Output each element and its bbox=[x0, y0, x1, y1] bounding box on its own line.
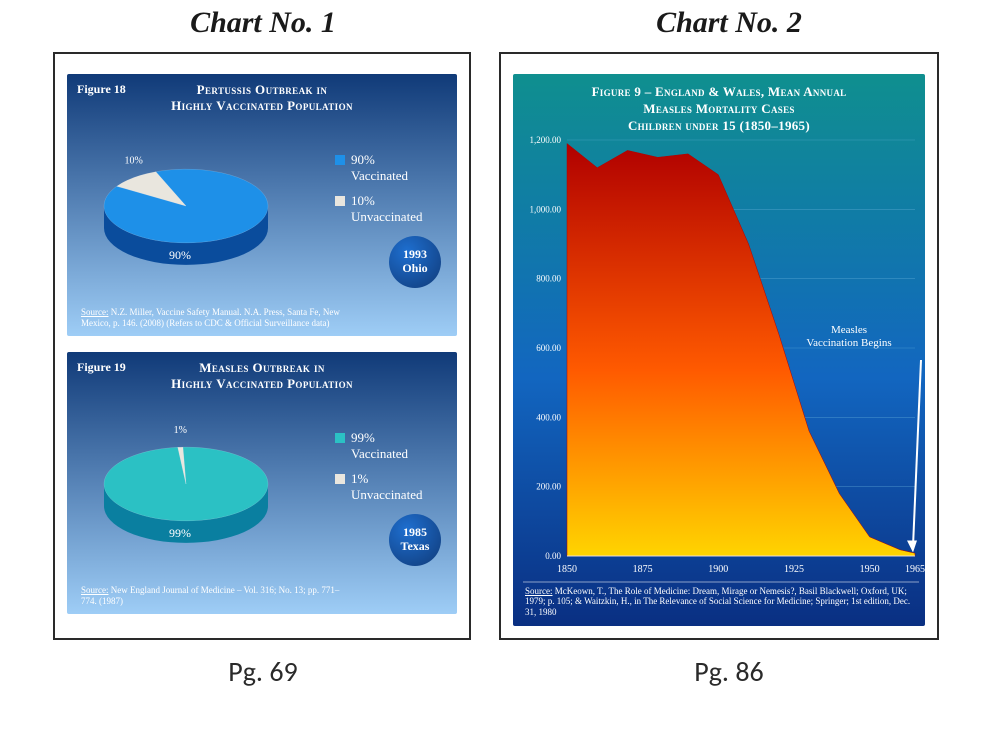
title-left: Chart No. 1 bbox=[190, 6, 336, 40]
figure-18-header: Figure 18 Pertussis Outbreak in Highly V… bbox=[67, 82, 457, 115]
legend-label: Unvaccinated bbox=[351, 487, 422, 502]
legend-swatch bbox=[335, 433, 345, 443]
svg-text:10%: 10% bbox=[125, 156, 143, 167]
legend-pct: 99% bbox=[351, 430, 375, 445]
badge-place: Texas bbox=[401, 540, 430, 554]
svg-text:99%: 99% bbox=[169, 526, 191, 540]
legend-item: 90% Vaccinated bbox=[335, 152, 445, 183]
titles-row: Chart No. 1 Chart No. 2 bbox=[30, 6, 962, 40]
source-text: N.Z. Miller, Vaccine Safety Manual. N.A.… bbox=[81, 307, 340, 327]
figure-19: Figure 19 Measles Outbreak in Highly Vac… bbox=[67, 352, 457, 614]
svg-text:600.00: 600.00 bbox=[536, 343, 561, 353]
source-prefix: Source: bbox=[81, 307, 109, 317]
figure-18-legend: 90% Vaccinated 10% Unvaccinated bbox=[335, 152, 445, 234]
annot-l1: Measles bbox=[831, 324, 867, 336]
legend-item: 1% Unvaccinated bbox=[335, 471, 445, 502]
figure-9-source: Source: McKeown, T., The Role of Medicin… bbox=[525, 586, 913, 618]
figure-19-header: Figure 19 Measles Outbreak in Highly Vac… bbox=[67, 360, 457, 393]
footer-right: Pg. 86 bbox=[694, 654, 763, 689]
svg-text:1965: 1965 bbox=[905, 564, 925, 575]
legend-item: 99% Vaccinated bbox=[335, 430, 445, 461]
figure-19-legend: 99% Vaccinated 1% Unvaccinated bbox=[335, 430, 445, 512]
badge-year: 1993 bbox=[403, 248, 427, 262]
title-right: Chart No. 2 bbox=[656, 6, 802, 40]
source-prefix: Source: bbox=[81, 585, 109, 595]
legend-swatch bbox=[335, 196, 345, 206]
figure-19-pie: 99% 1% bbox=[91, 406, 281, 556]
svg-text:1925: 1925 bbox=[784, 564, 804, 575]
badge-year: 1985 bbox=[403, 526, 427, 540]
svg-text:90%: 90% bbox=[169, 248, 191, 262]
svg-text:1,000.00: 1,000.00 bbox=[530, 204, 562, 214]
cards-row: Figure 18 Pertussis Outbreak in Highly V… bbox=[53, 52, 939, 640]
legend-item: 10% Unvaccinated bbox=[335, 193, 445, 224]
figure-19-badge: 1985 Texas bbox=[389, 514, 441, 566]
legend-pct: 10% bbox=[351, 193, 375, 208]
svg-text:1900: 1900 bbox=[708, 564, 728, 575]
svg-text:1875: 1875 bbox=[633, 564, 653, 575]
legend-pct: 90% bbox=[351, 152, 375, 167]
legend-label: Vaccinated bbox=[351, 446, 408, 461]
svg-text:800.00: 800.00 bbox=[536, 274, 561, 284]
figure-18-label: Figure 18 bbox=[77, 82, 126, 97]
figure-18-title-l2: Highly Vaccinated Population bbox=[171, 98, 353, 113]
card-chart-2: Figure 9 – England & Wales, Mean Annual … bbox=[499, 52, 939, 640]
source-text: McKeown, T., The Role of Medicine: Dream… bbox=[525, 586, 910, 618]
footers-row: Pg. 69 Pg. 86 bbox=[30, 654, 962, 689]
figure-19-label: Figure 19 bbox=[77, 360, 126, 375]
figure-18-badge: 1993 Ohio bbox=[389, 236, 441, 288]
figure-18: Figure 18 Pertussis Outbreak in Highly V… bbox=[67, 74, 457, 336]
figure-19-source: Source: New England Journal of Medicine … bbox=[81, 585, 354, 606]
svg-text:1950: 1950 bbox=[860, 564, 880, 575]
legend-swatch bbox=[335, 474, 345, 484]
svg-text:0.00: 0.00 bbox=[545, 551, 561, 561]
svg-text:200.00: 200.00 bbox=[536, 482, 561, 492]
source-prefix: Source: bbox=[525, 586, 553, 596]
figure-19-title-l1: Measles Outbreak in bbox=[199, 360, 325, 375]
footer-left: Pg. 69 bbox=[228, 654, 297, 689]
svg-text:400.00: 400.00 bbox=[536, 412, 561, 422]
annot-l2: Vaccination Begins bbox=[806, 337, 891, 349]
svg-text:1850: 1850 bbox=[557, 564, 577, 575]
legend-swatch bbox=[335, 155, 345, 165]
legend-pct: 1% bbox=[351, 471, 368, 486]
figure-18-source: Source: N.Z. Miller, Vaccine Safety Manu… bbox=[81, 307, 354, 328]
legend-label: Unvaccinated bbox=[351, 209, 422, 224]
card-chart-1: Figure 18 Pertussis Outbreak in Highly V… bbox=[53, 52, 471, 640]
page: Chart No. 1 Chart No. 2 Figure 18 Pertus… bbox=[0, 0, 992, 709]
legend-label: Vaccinated bbox=[351, 168, 408, 183]
badge-place: Ohio bbox=[402, 262, 427, 276]
svg-text:1%: 1% bbox=[174, 425, 187, 436]
figure-9-annotation: Measles Vaccination Begins bbox=[799, 324, 899, 350]
svg-text:1,200.00: 1,200.00 bbox=[530, 135, 562, 145]
figure-9: Figure 9 – England & Wales, Mean Annual … bbox=[513, 74, 925, 626]
figure-18-pie: 90% 10% bbox=[91, 128, 281, 278]
figure-19-title-l2: Highly Vaccinated Population bbox=[171, 376, 353, 391]
figure-18-title-l1: Pertussis Outbreak in bbox=[197, 82, 328, 97]
source-text: New England Journal of Medicine – Vol. 3… bbox=[81, 585, 339, 605]
